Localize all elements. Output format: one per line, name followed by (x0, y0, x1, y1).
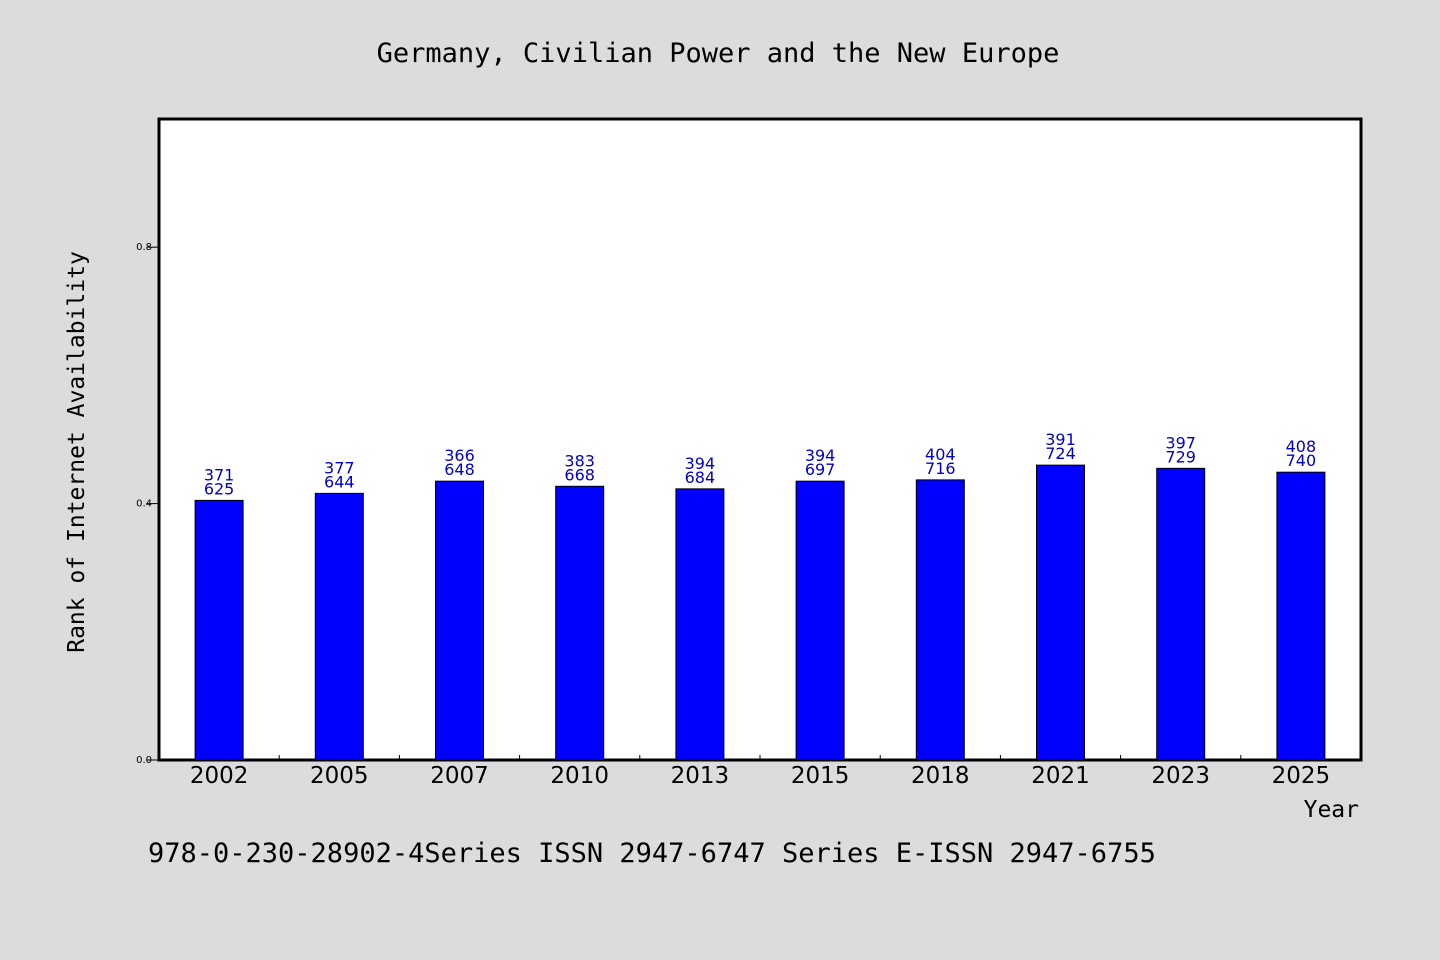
bar-2015 (795, 480, 845, 761)
bar-label-bottom: 729 (1165, 447, 1196, 466)
bar-2025 (1276, 471, 1326, 761)
bar-label-bottom: 697 (805, 460, 836, 479)
bar-2023 (1156, 467, 1206, 761)
bar-label-top: 391 (1045, 430, 1076, 449)
bar-label-bottom: 644 (324, 472, 355, 491)
bar-label-bottom: 668 (564, 465, 595, 484)
bar-label-top: 394 (805, 446, 836, 465)
bar-2018 (915, 479, 965, 761)
x-axis-title: Year (1304, 797, 1359, 823)
bar-2010 (555, 485, 605, 761)
x-tick-label: 2025 (1272, 763, 1331, 789)
bar-label-bottom: 724 (1045, 444, 1076, 463)
bar-2002 (194, 499, 244, 761)
x-tick-label: 2021 (1031, 763, 1090, 789)
x-tick-label: 2015 (791, 763, 850, 789)
bar-2013 (675, 488, 725, 761)
x-tick-label: 2018 (911, 763, 970, 789)
bar-label-top: 371 (204, 465, 235, 484)
bar-label-bottom: 716 (925, 459, 956, 478)
x-tick-label: 2002 (190, 763, 249, 789)
chart-title: Germany, Civilian Power and the New Euro… (377, 38, 1060, 69)
y-tick-label: 0.0 (136, 755, 152, 766)
x-tick-label: 2023 (1151, 763, 1210, 789)
bar-label-top: 408 (1286, 437, 1317, 456)
bar-label-bottom: 625 (204, 479, 235, 498)
bar-label-top: 377 (324, 458, 355, 477)
y-tick-label: 0.8 (136, 242, 152, 253)
x-tick-label: 2007 (430, 763, 489, 789)
bar-2005 (314, 492, 364, 761)
bar-label-top: 383 (564, 451, 595, 470)
x-tick-label: 2005 (310, 763, 369, 789)
y-axis-title: Rank of Internet Availability (64, 251, 90, 653)
bar-label-bottom: 684 (685, 468, 716, 487)
bar-2007 (435, 480, 484, 761)
y-tick-label: 0.4 (136, 499, 152, 510)
bar-label-top: 366 (444, 446, 475, 465)
footer-isbn-issn: 978-0-230-28902-4Series ISSN 2947-6747 S… (148, 838, 1156, 869)
x-tick-label: 2010 (550, 763, 609, 789)
bar-label-top: 404 (925, 445, 956, 464)
bar-2021 (1036, 464, 1085, 761)
bar-label-bottom: 648 (444, 460, 475, 479)
bar-series (194, 464, 1326, 761)
x-axis: 2002 2005 2007 2010 2013 2015 2018 2021 2023 2025 (190, 755, 1330, 789)
bar-label-top: 394 (685, 454, 716, 473)
x-tick-label: 2013 (671, 763, 730, 789)
y-axis: 0.0 0.4 0.8 (136, 242, 159, 766)
bar-label-top: 397 (1165, 433, 1196, 452)
bar-label-bottom: 740 (1286, 451, 1317, 470)
